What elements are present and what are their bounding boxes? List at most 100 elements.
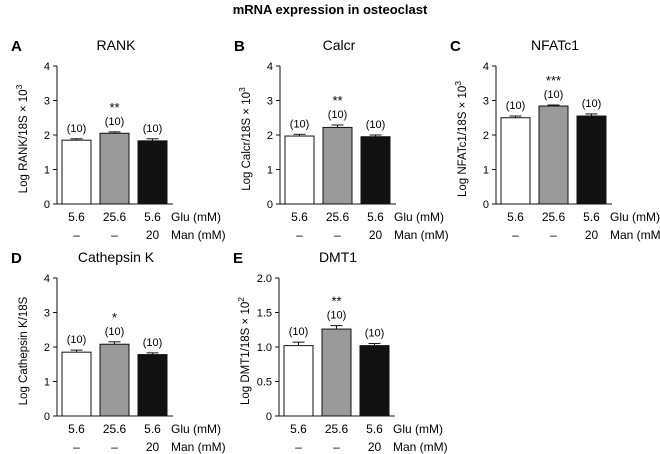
man-value-d: –: [111, 440, 118, 454]
man-value-d: –: [73, 440, 80, 454]
significance-mark-b: **: [332, 93, 342, 108]
n-label-e: (10): [365, 328, 385, 340]
y-tick-label-c: 3: [483, 96, 489, 108]
glu-value-a: 25.6: [103, 210, 127, 224]
figure-title: mRNA expression in osteoclast: [233, 2, 428, 17]
y-tick-label-d: 2: [44, 342, 50, 354]
man-unit-d: Man (mM): [171, 440, 226, 454]
man-unit-c: Man (mM): [610, 228, 660, 242]
y-tick-label-c: 1: [483, 165, 489, 177]
n-label-a: (10): [67, 123, 87, 135]
bar-d-1: [61, 351, 92, 417]
n-label-d: (10): [143, 337, 163, 349]
y-axis-label-exponent: 2: [236, 297, 246, 302]
man-value-a: –: [111, 228, 118, 242]
y-tick-label-b: 1: [267, 165, 273, 177]
panel-letter-c: C: [450, 38, 461, 55]
y-tick-label-b: 4: [267, 61, 273, 73]
bar-a-2: [99, 132, 130, 205]
y-axis-label-exponent: 3: [453, 81, 463, 86]
y-tick-label-c: 2: [483, 130, 489, 142]
bar-b-3: [360, 136, 391, 205]
glu-value-d: 25.6: [103, 422, 127, 436]
bar-e-2: [321, 328, 352, 417]
man-value-a: –: [73, 228, 80, 242]
glu-unit-c: Glu (mM): [610, 210, 660, 224]
n-label-a: (10): [143, 123, 163, 135]
glu-unit-e: Glu (mM): [393, 422, 443, 436]
y-axis-label-a: Log RANK/18S × 103: [14, 84, 30, 193]
panel-letter-a: A: [11, 38, 22, 55]
n-label-b: (10): [328, 109, 348, 121]
y-tick-label-c: 0: [483, 199, 489, 211]
glu-value-e: 5.6: [366, 422, 383, 436]
y-axis-label-e: Log DMT1/18S × 102: [236, 297, 252, 405]
y-tick-label-a: 2: [44, 130, 50, 142]
y-axis-label-exponent: 3: [237, 87, 247, 92]
glu-value-a: 5.6: [144, 210, 161, 224]
y-tick-label-a: 0: [44, 199, 50, 211]
panel-title-a: RANK: [97, 37, 137, 53]
glu-unit-d: Glu (mM): [171, 422, 221, 436]
bar-c-2: [538, 105, 569, 205]
panel-letter-b: B: [234, 38, 245, 55]
y-axis-label-d: Log Cathepsin K/18S: [18, 296, 30, 405]
glu-value-c: 5.6: [507, 210, 524, 224]
n-label-c: (10): [506, 100, 526, 112]
y-tick-label-a: 4: [44, 61, 50, 73]
y-tick-label-e: 2.0: [257, 273, 272, 285]
man-unit-b: Man (mM): [394, 228, 449, 242]
bar-b-1: [284, 135, 315, 205]
y-tick-label-b: 0: [267, 199, 273, 211]
y-axis-label-exponent: 3: [14, 84, 24, 89]
bar-c-3: [576, 115, 607, 205]
bar-d-2: [99, 343, 130, 417]
y-tick-label-b: 3: [267, 96, 273, 108]
man-value-c: –: [550, 228, 557, 242]
glu-value-d: 5.6: [68, 422, 85, 436]
man-value-c: 20: [585, 228, 599, 242]
y-tick-label-d: 0: [44, 411, 50, 423]
y-tick-label-a: 1: [44, 165, 50, 177]
bar-e-3: [359, 345, 390, 417]
significance-mark-a: **: [109, 100, 119, 115]
panel-title-e: DMT1: [319, 249, 357, 265]
man-value-d: 20: [146, 440, 160, 454]
y-tick-label-d: 4: [44, 273, 50, 285]
glu-value-b: 25.6: [326, 210, 350, 224]
n-label-c: (10): [582, 98, 602, 110]
man-unit-e: Man (mM): [393, 440, 448, 454]
significance-mark-d: *: [112, 310, 117, 325]
man-value-e: –: [333, 440, 340, 454]
y-tick-label-e: 1.5: [257, 308, 272, 320]
n-label-c: (10): [544, 89, 564, 101]
n-label-d: (10): [67, 334, 87, 346]
glu-value-e: 25.6: [325, 422, 349, 436]
bar-e-1: [283, 345, 314, 417]
glu-value-c: 25.6: [542, 210, 566, 224]
glu-value-a: 5.6: [68, 210, 85, 224]
bar-a-1: [61, 139, 92, 205]
y-tick-label-e: 0.5: [257, 377, 272, 389]
man-value-e: –: [295, 440, 302, 454]
glu-value-c: 5.6: [583, 210, 600, 224]
glu-value-d: 5.6: [144, 422, 161, 436]
bar-b-2: [322, 126, 353, 205]
panel-title-d: Cathepsin K: [78, 249, 155, 265]
panel-letter-e: E: [233, 250, 243, 267]
glu-unit-a: Glu (mM): [171, 210, 221, 224]
man-value-b: –: [334, 228, 341, 242]
n-label-b: (10): [290, 118, 310, 130]
y-tick-label-e: 1.0: [257, 342, 272, 354]
significance-mark-c: ***: [546, 73, 561, 88]
man-value-b: 20: [369, 228, 383, 242]
man-value-c: –: [512, 228, 519, 242]
panel-title-c: NFATc1: [531, 37, 579, 53]
man-value-b: –: [296, 228, 303, 242]
panel-letter-d: D: [11, 250, 22, 267]
man-unit-a: Man (mM): [171, 228, 226, 242]
significance-mark-e: **: [331, 294, 341, 309]
y-tick-label-a: 3: [44, 96, 50, 108]
y-tick-label-c: 4: [483, 61, 489, 73]
